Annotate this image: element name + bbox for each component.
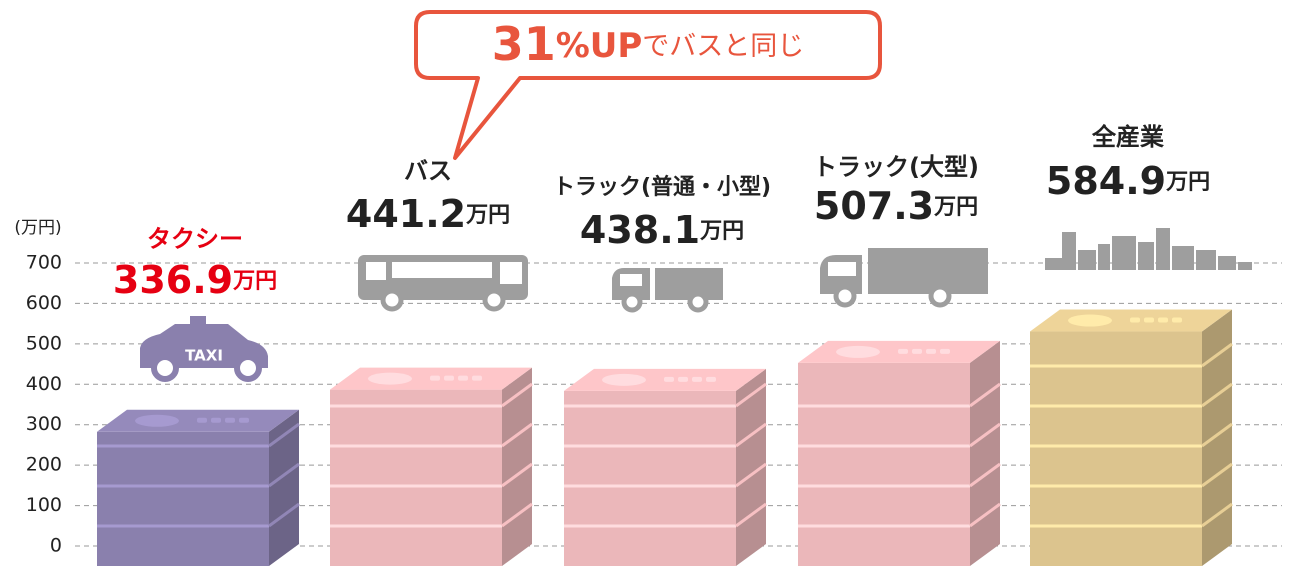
bundle-layer	[268, 502, 300, 528]
city-icon	[1045, 228, 1252, 270]
bar	[798, 362, 970, 566]
bundle-layer	[735, 462, 767, 488]
y-tick-label: 400	[26, 373, 62, 395]
bundle-layer	[1201, 342, 1233, 368]
bundle-layer	[735, 502, 767, 528]
bundle-layer	[501, 422, 533, 448]
bundle-side	[970, 340, 1000, 566]
bundle-layer	[1201, 462, 1233, 488]
y-axis-label: (万円)	[14, 218, 61, 238]
value-label: 336.9万円	[113, 258, 277, 302]
bundle-dot	[940, 348, 950, 354]
bundle-layer	[969, 422, 1001, 448]
bundle-seal	[368, 372, 412, 385]
y-tick-label: 300	[26, 413, 62, 435]
value-label: 507.3万円	[814, 184, 978, 228]
value-label: 584.9万円	[1046, 159, 1210, 203]
y-tick-label: 0	[50, 535, 62, 557]
bundle-layer	[268, 422, 300, 448]
bundle-dot	[1144, 317, 1154, 323]
taxi-icon: TAXI	[140, 316, 268, 382]
svg-text:TAXI: TAXI	[185, 347, 223, 365]
bundle-layer	[1201, 422, 1233, 448]
bundle-layer	[735, 382, 767, 408]
category-label: トラック(大型)	[813, 153, 979, 181]
y-tick-label: 700	[26, 252, 62, 274]
bundle-dot	[239, 417, 249, 423]
y-tick-label: 100	[26, 494, 62, 516]
bundle-layer	[501, 462, 533, 488]
bundle-layer	[501, 382, 533, 408]
bundle-layer	[969, 462, 1001, 488]
bundle-side	[502, 367, 532, 566]
bundle-dot	[1172, 317, 1182, 323]
bar	[564, 390, 736, 566]
icons: TAXI	[140, 228, 1252, 382]
bundle-dot	[678, 376, 688, 382]
bundle-dot	[472, 375, 482, 381]
callout: 31%UPでバスと同じ	[414, 10, 882, 160]
bundle-layer	[969, 382, 1001, 408]
category-label: タクシー	[147, 225, 243, 253]
bundle-dot	[211, 417, 221, 423]
bundle-layer	[1201, 382, 1233, 408]
bundle-dot	[898, 348, 908, 354]
value-label: 438.1万円	[580, 208, 744, 252]
bundle-dot	[444, 375, 454, 381]
bundle-dot	[912, 348, 922, 354]
y-tick-label: 600	[26, 292, 62, 314]
bundle-layer	[969, 502, 1001, 528]
category-label: バス	[404, 157, 452, 185]
value-label: 441.2万円	[346, 192, 510, 236]
bundle-seal	[135, 414, 179, 427]
large-truck-icon	[820, 248, 988, 308]
bundle-dot	[1130, 317, 1140, 323]
callout-bubble	[414, 10, 882, 160]
bundle-layer	[735, 422, 767, 448]
bundle-seal	[1068, 314, 1112, 327]
category-label: トラック(普通・小型)	[553, 174, 771, 200]
bundle-side	[269, 409, 299, 566]
bundle-dot	[706, 376, 716, 382]
bundle-dot	[225, 417, 235, 423]
bundle-dot	[1158, 317, 1168, 323]
bar	[97, 431, 269, 566]
y-tick-label: 500	[26, 332, 62, 354]
bundle-layer	[501, 502, 533, 528]
bus-icon	[358, 255, 528, 312]
bundle-dot	[197, 417, 207, 423]
bundle-layer	[1201, 502, 1233, 528]
bundle-seal	[602, 373, 646, 386]
bundle-side	[736, 368, 766, 566]
y-tick-label: 200	[26, 454, 62, 476]
bundle-dot	[430, 375, 440, 381]
category-label: 全産業	[1091, 123, 1164, 151]
annotation: 31%UPでバスと同じ	[492, 17, 805, 71]
bundle-side	[1202, 309, 1232, 566]
bundle-layer	[268, 462, 300, 488]
bundle-dot	[664, 376, 674, 382]
bar	[330, 389, 502, 566]
small-truck-icon	[612, 268, 723, 313]
bundle-seal	[836, 345, 880, 358]
bundle-dot	[458, 375, 468, 381]
bundle-dot	[926, 348, 936, 354]
bundle-dot	[692, 376, 702, 382]
